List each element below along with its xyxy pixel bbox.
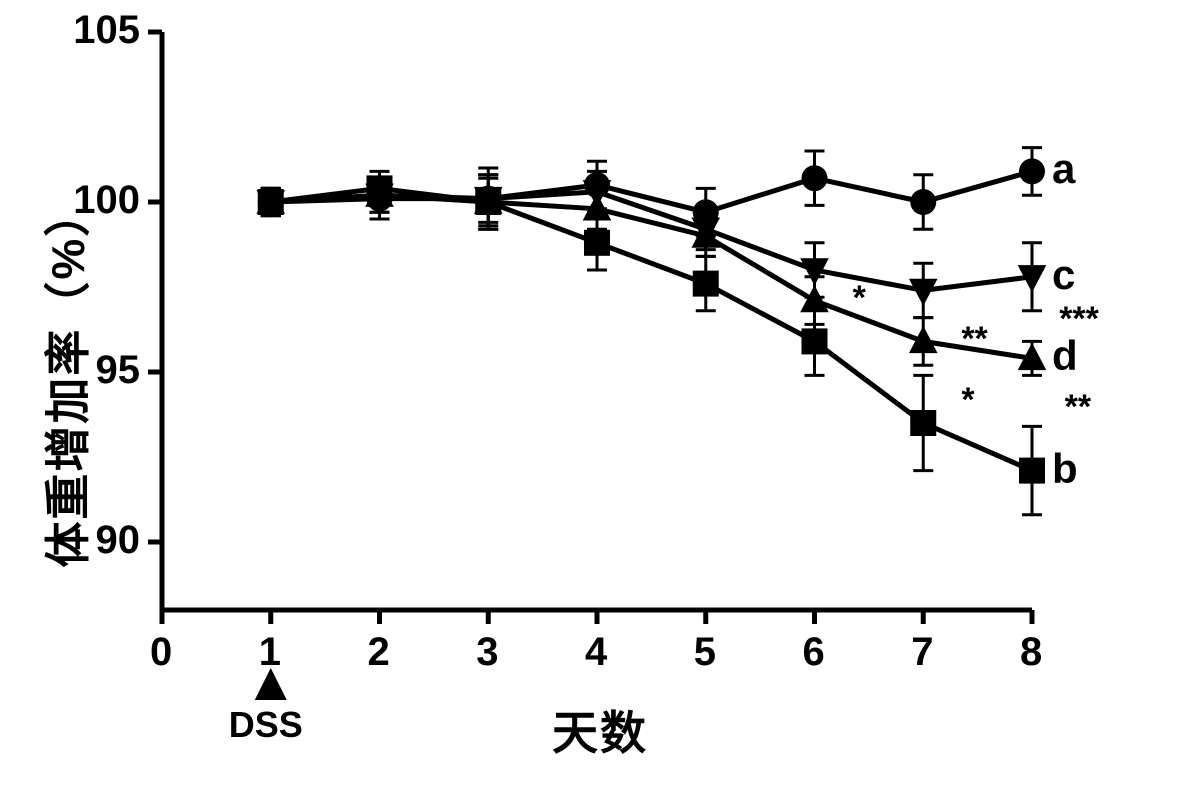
y-tick-label: 105 [73,8,140,53]
significance-marker: ** [1065,388,1091,427]
x-tick-label: 7 [911,630,933,675]
x-tick-label: 0 [150,630,172,675]
x-tick-label: 8 [1020,630,1042,675]
x-tick-label: 3 [476,630,498,675]
series-label-b: b [1052,445,1078,493]
series-label-c: c [1052,251,1075,299]
significance-marker: ** [961,320,987,359]
x-tick-label: 4 [585,630,607,675]
x-tick-label: 5 [694,630,716,675]
significance-marker: *** [1059,300,1099,339]
chart-root: { "chart": { "type": "line", "width_px":… [0,0,1187,795]
series-label-a: a [1052,145,1075,193]
y-axis-label: 体重增加率（%） [32,188,98,567]
x-axis-label: 天数 [252,697,648,763]
y-tick-label: 100 [73,178,140,223]
series-label-d: d [1052,332,1078,380]
significance-marker: * [961,381,974,420]
dss-marker-label: DSS [229,704,303,746]
x-tick-label: 6 [803,630,825,675]
significance-marker: * [853,279,866,318]
y-tick-label: 95 [96,348,141,393]
x-tick-label: 2 [368,630,390,675]
x-tick-label: 1 [259,630,281,675]
chart-svg [0,0,1187,795]
y-tick-label: 90 [96,518,141,563]
